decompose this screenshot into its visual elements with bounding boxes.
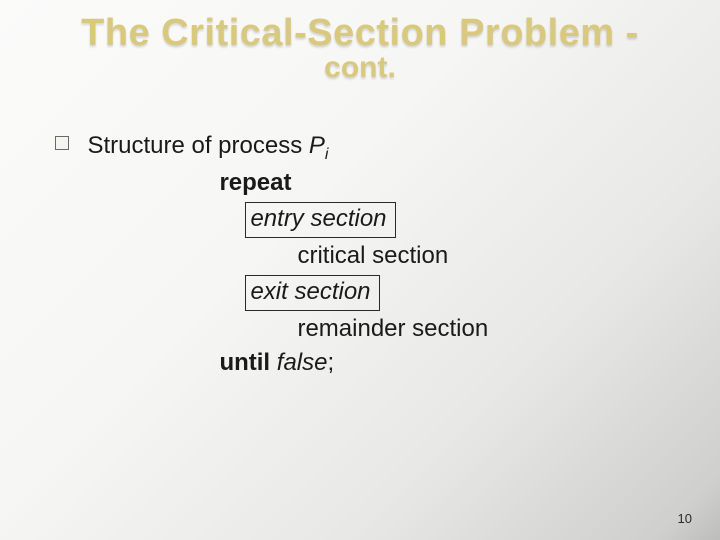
body-text: Structure of process Pi repeat entry sec… xyxy=(87,130,488,380)
critical-line: critical section xyxy=(87,240,488,272)
process-subscript: i xyxy=(325,146,329,163)
exit-line: exit section xyxy=(87,275,488,311)
remainder-line: remainder section xyxy=(87,313,488,345)
repeat-line: repeat xyxy=(87,167,488,199)
entry-line: entry section xyxy=(87,202,488,238)
structure-prefix: Structure of process xyxy=(87,132,308,159)
process-var: P xyxy=(309,132,325,159)
critical-section-text: critical section xyxy=(297,242,448,269)
until-keyword: until xyxy=(219,349,270,376)
semicolon: ; xyxy=(327,349,334,376)
bullet-square-icon xyxy=(55,136,69,150)
until-line: until false; xyxy=(87,347,488,379)
slide-title-block: The Critical-Section Problem - cont. xyxy=(0,0,720,85)
entry-section-box: entry section xyxy=(245,202,395,238)
structure-line: Structure of process Pi xyxy=(87,130,488,165)
page-number: 10 xyxy=(678,511,692,526)
exit-section-box: exit section xyxy=(245,275,379,311)
slide-title-main: The Critical-Section Problem - xyxy=(0,12,720,55)
content-block: Structure of process Pi repeat entry sec… xyxy=(55,130,488,380)
repeat-keyword: repeat xyxy=(219,169,291,196)
false-keyword: false xyxy=(270,349,327,376)
slide-title-sub: cont. xyxy=(0,51,720,85)
remainder-section-text: remainder section xyxy=(297,315,488,342)
